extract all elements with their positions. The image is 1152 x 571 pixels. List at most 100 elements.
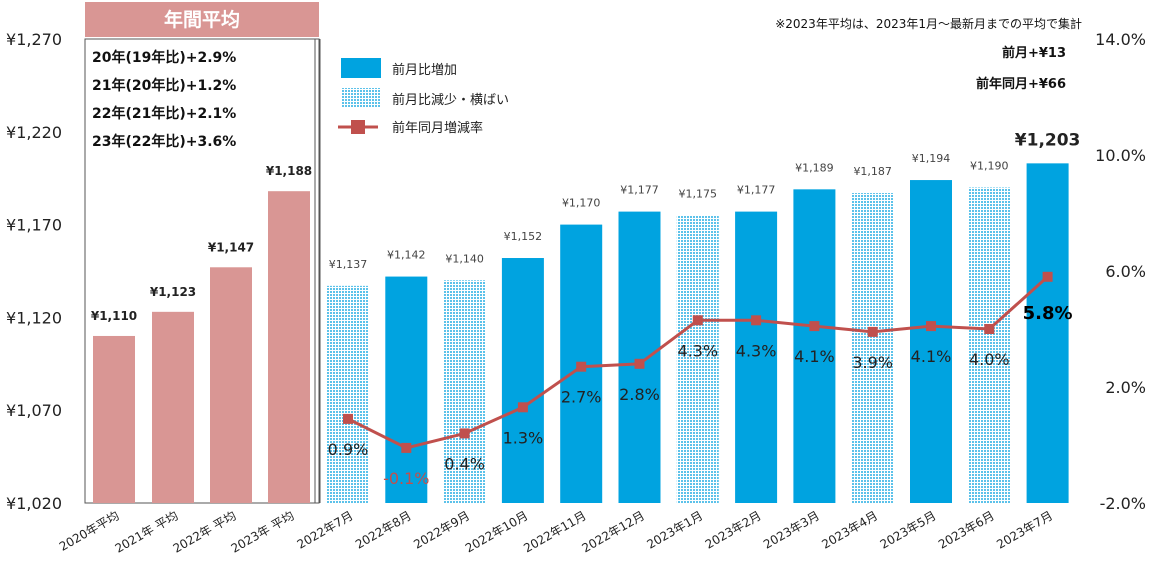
monthly-bar (1026, 163, 1069, 504)
monthly-bar-label: ¥1,142 (387, 249, 426, 262)
avg-title-box (85, 2, 319, 37)
avg-bar-label: ¥1,147 (208, 240, 254, 254)
yoy-rate-label: 0.9% (328, 440, 369, 459)
avg-note-2: 21年(20年比)+1.2% (92, 77, 236, 94)
x-tick-label: 2023年2月 (703, 508, 764, 551)
chart-note: ※2023年平均は、2023年1月～最新月までの平均で集計 (775, 16, 1082, 31)
monthly-bar-label: ¥1,177 (620, 184, 659, 197)
monthly-bar (968, 187, 1011, 504)
avg-bar (152, 311, 194, 503)
yoy-rate-label: 2.8% (619, 385, 660, 404)
yoy-rate-marker (1042, 271, 1053, 282)
avg-note-1: 20年(19年比)+2.9% (92, 49, 236, 66)
yoy-rate-marker (926, 321, 936, 332)
legend-line-marker (351, 120, 365, 134)
yoy-rate-label: 0.4% (444, 454, 485, 473)
monthly-bar-label: ¥1,137 (329, 258, 368, 271)
avg-bar (268, 191, 310, 503)
y-left-tick: ¥1,220 (6, 123, 62, 142)
x-tick-label: 2023年1月 (644, 508, 705, 551)
monthly-bar-label: ¥1,140 (445, 252, 484, 265)
avg-note-3: 22年(21年比)+2.1% (92, 105, 236, 122)
yoy-rate-marker (343, 413, 353, 424)
y-left-tick: ¥1,070 (6, 401, 62, 420)
y-right-tick: 6.0% (1105, 262, 1146, 281)
avg-bar (210, 267, 252, 503)
yoy-rate-label: 3.9% (852, 353, 893, 372)
x-tick-label: 2022年7月 (295, 508, 356, 551)
y-right-tick: 14.0% (1095, 30, 1146, 49)
x-tick-label: 2022年12月 (580, 508, 647, 555)
legend-decrease-swatch (341, 88, 381, 108)
monthly-bar (793, 189, 836, 503)
x-tick-label: 2023年4月 (819, 508, 880, 551)
x-tick-label: 2020年平均 (57, 508, 122, 553)
avg-title: 年間平均 (164, 8, 240, 31)
avg-bar-label: ¥1,110 (91, 309, 137, 323)
avg-bar-label: ¥1,123 (150, 285, 196, 299)
yoy-rate-marker (809, 321, 820, 332)
yoy-rate-marker (692, 315, 703, 326)
yoy-rate-marker (401, 442, 412, 453)
x-tick-label: 2022年 平均 (171, 508, 239, 555)
monthly-bar (618, 211, 661, 503)
y-right-tick: -2.0% (1100, 494, 1146, 513)
monthly-bar-label: ¥1,194 (912, 152, 951, 165)
yoy-rate-label: -0.1% (383, 469, 429, 488)
yoy-rate-label: 4.0% (969, 350, 1010, 369)
yoy-rate-marker (751, 315, 762, 326)
yoy-rate-marker (984, 324, 995, 334)
y-left-tick: ¥1,270 (6, 30, 62, 49)
monthly-bar (443, 280, 486, 503)
yoy-rate-label: 5.8% (1023, 303, 1073, 324)
legend-line-label: 前年同月増減率 (392, 120, 483, 136)
monthly-bar-label: ¥1,152 (504, 230, 543, 243)
legend-increase-swatch (341, 58, 381, 78)
x-tick-label: 2023年3月 (761, 508, 822, 551)
monthly-bar-label: ¥1,170 (562, 197, 601, 210)
yoy-rate-marker (517, 402, 528, 413)
monthly-bar-label: ¥1,187 (853, 165, 892, 178)
monthly-bar (501, 258, 544, 503)
y-left-tick: ¥1,020 (6, 494, 62, 513)
monthly-bar-label: ¥1,203 (1015, 130, 1081, 150)
month-over-month-note: 前月+¥13 (1002, 45, 1066, 61)
avg-bar-label: ¥1,188 (266, 164, 312, 178)
avg-bar (93, 335, 135, 503)
monthly-bar (676, 215, 719, 503)
x-tick-label: 2023年7月 (994, 508, 1055, 551)
avg-note-4: 23年(22年比)+3.6% (92, 133, 236, 150)
yoy-rate-label: 4.3% (736, 341, 777, 360)
monthly-bar-label: ¥1,190 (970, 159, 1009, 172)
monthly-bar-label: ¥1,177 (737, 184, 776, 197)
x-tick-label: 2023年 平均 (229, 508, 297, 555)
monthly-bar-label: ¥1,175 (679, 187, 718, 200)
yoy-rate-label: 4.3% (677, 341, 718, 360)
year-over-year-note: 前年同月+¥66 (976, 76, 1066, 92)
yoy-rate-label: 2.7% (561, 388, 602, 407)
x-tick-label: 2022年8月 (353, 508, 414, 551)
y-right-tick: 2.0% (1105, 378, 1146, 397)
y-left-tick: ¥1,120 (6, 308, 62, 327)
x-tick-label: 2023年6月 (936, 508, 997, 551)
legend-increase-label: 前月比増加 (392, 62, 457, 78)
x-tick-label: 2022年11月 (521, 508, 588, 555)
monthly-bar (910, 180, 952, 503)
y-left-tick: ¥1,170 (6, 216, 62, 235)
yoy-rate-marker (576, 361, 587, 372)
yoy-rate-marker (634, 358, 645, 369)
x-tick-label: 2022年10月 (463, 508, 530, 555)
monthly-bar (385, 276, 428, 503)
legend-decrease-label: 前月比減少・横ばい (392, 92, 509, 108)
monthly-bar (735, 211, 778, 503)
yoy-rate-marker (459, 428, 470, 439)
yoy-rate-label: 4.1% (794, 347, 835, 366)
yoy-rate-label: 4.1% (911, 347, 952, 366)
yoy-rate-label: 1.3% (503, 428, 544, 447)
monthly-bar (851, 193, 894, 503)
monthly-bar (327, 285, 369, 503)
avg-panel-frame (84, 38, 320, 504)
x-tick-label: 2023年5月 (878, 508, 939, 551)
monthly-bar-label: ¥1,189 (795, 161, 834, 174)
